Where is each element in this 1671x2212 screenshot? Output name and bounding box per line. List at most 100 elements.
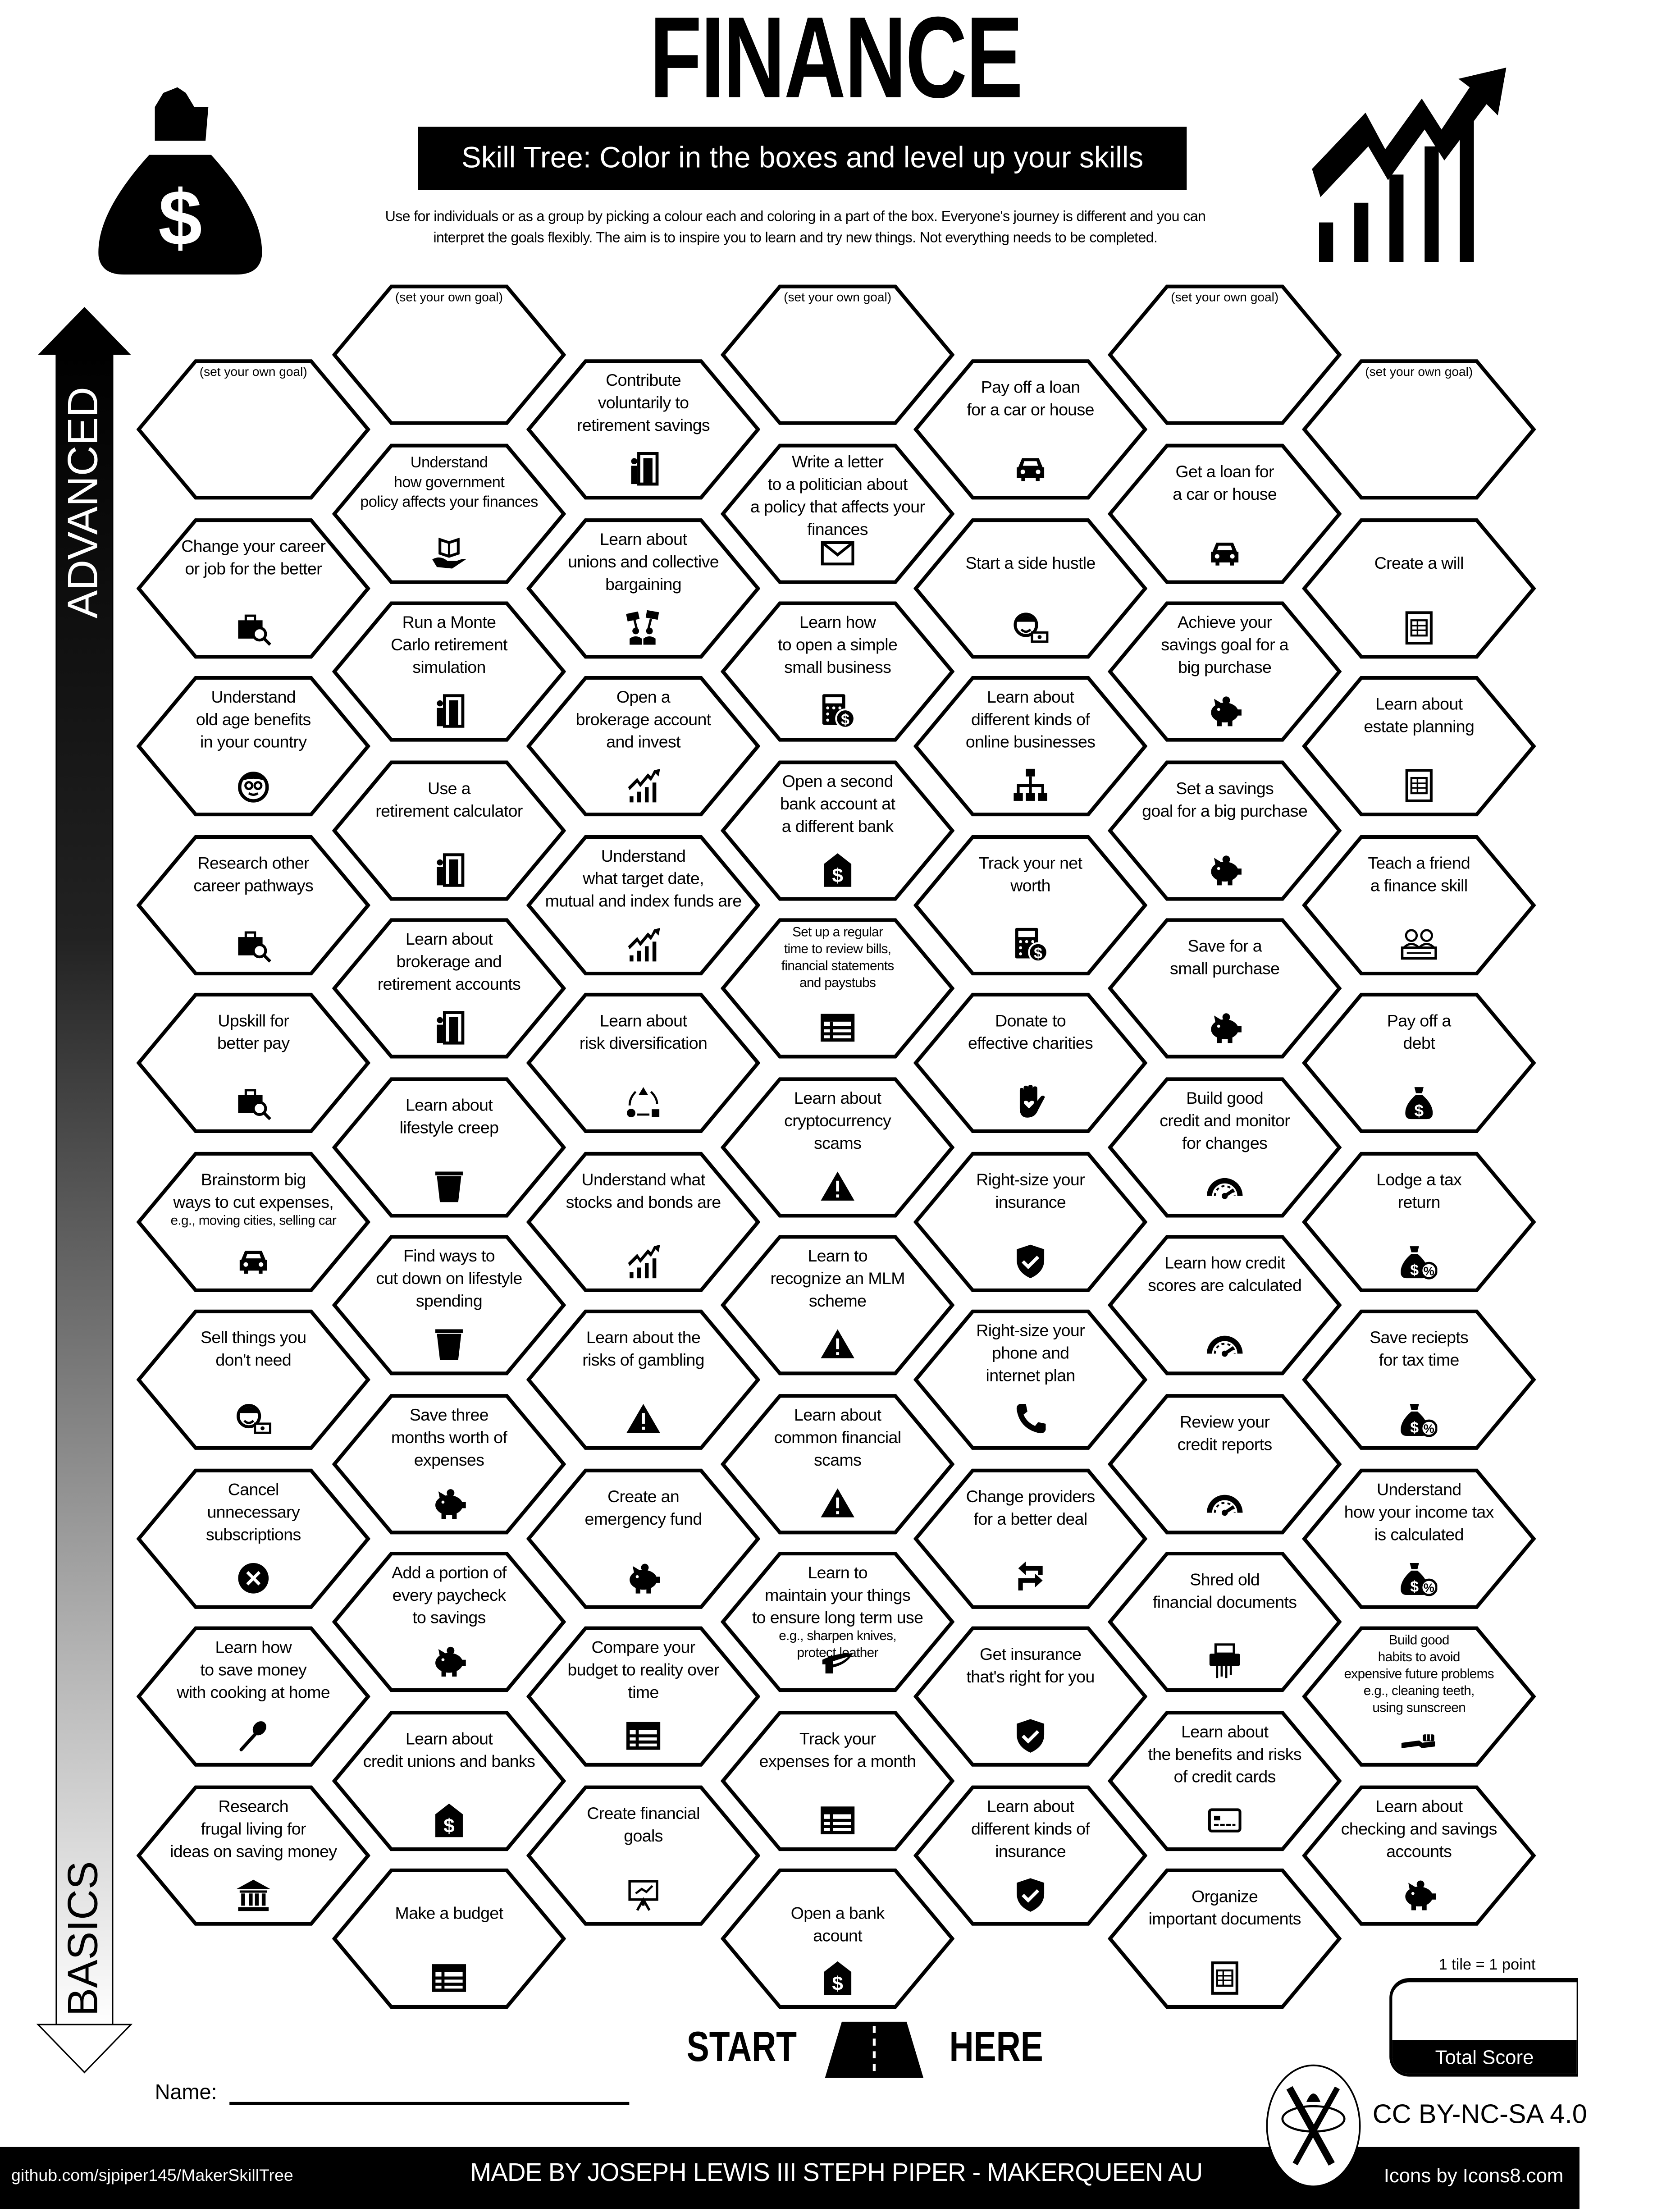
skill-tile[interactable]: Learn about different kinds of insurance: [913, 1784, 1147, 1925]
skill-text-line: Open a: [616, 687, 671, 707]
skill-tile[interactable]: Build good credit and monitor for changes: [1108, 1076, 1342, 1217]
skill-text-line: Shred old: [1190, 1570, 1260, 1590]
github-link[interactable]: github.com/sjpiper145/MakerSkillTree: [11, 2165, 293, 2185]
skill-tile[interactable]: Shred old financial documents: [1108, 1551, 1342, 1692]
skill-tile[interactable]: Learn about the risks of gambling: [526, 1309, 760, 1450]
skill-tile[interactable]: Start a side hustle: [913, 517, 1147, 658]
skill-tile[interactable]: Learn about different kinds of online busi…: [913, 676, 1147, 817]
skill-tile[interactable]: Contribute voluntarily to retirement savin…: [526, 359, 760, 500]
skill-tile[interactable]: Learn about unions and collective bargaini…: [526, 517, 760, 658]
skill-tile[interactable]: Create financial goals: [526, 1784, 760, 1925]
skill-tile[interactable]: Create a will: [1302, 517, 1536, 658]
skill-text-line: Write a letter: [792, 451, 884, 471]
skill-tile[interactable]: Pay off a debt $: [1302, 992, 1536, 1133]
skill-tile[interactable]: Learn about credit unions and banks $: [332, 1710, 566, 1851]
skill-text-line: insurance: [995, 1841, 1066, 1861]
skill-tile[interactable]: Learn about checking and savings accounts: [1302, 1784, 1536, 1925]
skill-tile[interactable]: Right-size your insurance: [913, 1151, 1147, 1292]
skill-tile[interactable]: Brainstorm big ways to cut expenses, e.g.,…: [137, 1151, 370, 1292]
skill-text-line: Set a savings: [1176, 777, 1274, 798]
skill-text: Upskill for better pay: [142, 1010, 365, 1055]
skill-tile[interactable]: Understand old age benefits in your countr…: [137, 676, 370, 817]
skill-text-line: credit unions and banks: [363, 1750, 535, 1771]
skill-tile[interactable]: Get a loan for a car or house: [1108, 443, 1342, 584]
skill-text-line: goal for a big purchase: [1142, 800, 1308, 820]
skill-tile[interactable]: Track your net worth $: [913, 834, 1147, 975]
skill-tile[interactable]: Learn about common financial scams: [721, 1393, 954, 1534]
skill-tile[interactable]: Learn how to save money with cooking at ho…: [137, 1626, 370, 1767]
skill-tile[interactable]: Run a Monte Carlo retirement simulation: [332, 601, 566, 742]
skill-tile[interactable]: Track your expenses for a month: [721, 1710, 954, 1851]
skill-tile[interactable]: Sell things you don't need: [137, 1309, 370, 1450]
skill-tile[interactable]: Learn how credit scores are calculated: [1108, 1235, 1342, 1376]
piggy-bank-icon: [435, 1646, 466, 1677]
skill-tile[interactable]: Open a second bank account at a different …: [721, 759, 954, 900]
skill-tile[interactable]: Learn about the benefits and risks of cred…: [1108, 1710, 1342, 1851]
instructions-line-2: interpret the goals flexibly. The aim is…: [433, 231, 1158, 247]
custom-goal-tile[interactable]: (set your own goal): [1108, 284, 1342, 425]
skill-tile[interactable]: Create an emergency fund: [526, 1468, 760, 1609]
custom-goal-tile[interactable]: (set your own goal): [332, 284, 566, 425]
skill-tile[interactable]: Learn to maintain your things to ensure lo…: [721, 1551, 954, 1692]
skill-tile[interactable]: Teach a friend a finance skill: [1302, 834, 1536, 975]
skill-text-line: Organize: [1192, 1886, 1258, 1906]
skill-tile[interactable]: Add a portion of every paycheck to savings: [332, 1551, 566, 1692]
skill-tile[interactable]: Change providers for a better deal: [913, 1468, 1147, 1609]
teacher-icon: [1401, 928, 1437, 959]
name-label: Name:: [155, 2080, 217, 2105]
total-score-box[interactable]: Total Score: [1389, 1978, 1578, 2077]
skill-text: Review your credit reports: [1114, 1410, 1336, 1455]
skill-tile[interactable]: Learn to recognize an MLM scheme: [721, 1235, 954, 1376]
skill-tile[interactable]: Save reciepts for tax time $%: [1302, 1309, 1536, 1450]
skill-tile[interactable]: Find ways to cut down on lifestyle spendin…: [332, 1235, 566, 1376]
skill-tile[interactable]: Understand what stocks and bonds are: [526, 1151, 760, 1292]
skill-tile[interactable]: Compare your budget to reality over time: [526, 1626, 760, 1767]
name-field[interactable]: [229, 2102, 630, 2105]
skill-tile[interactable]: Learn about brokerage and retirement accou…: [332, 918, 566, 1059]
skill-tile[interactable]: Achieve your savings goal for a big purcha…: [1108, 601, 1342, 742]
skill-tile[interactable]: Open a brokerage account and invest: [526, 676, 760, 817]
skill-text-line: bargaining: [605, 573, 681, 594]
skill-tile[interactable]: Set a savings goal for a big purchase: [1108, 759, 1342, 900]
skill-tile[interactable]: Research other career pathways: [137, 834, 370, 975]
skill-note-line: using sunscreen: [1372, 1700, 1466, 1716]
briefcase-search-icon: [238, 930, 271, 962]
protest-icon: [626, 609, 659, 644]
skill-tile[interactable]: Research frugal living for ideas on saving…: [137, 1784, 370, 1925]
skill-tile[interactable]: Learn about cryptocurrency scams: [721, 1076, 954, 1217]
skill-tile[interactable]: Get insurance that's right for you: [913, 1626, 1147, 1767]
skill-tile[interactable]: Set up a regular time to review bills, fin…: [721, 918, 954, 1059]
skill-tile[interactable]: Understand what target date, mutual and in…: [526, 834, 760, 975]
skill-tile[interactable]: Make a budget: [332, 1868, 566, 2009]
skill-tile[interactable]: Open a bank acount $: [721, 1868, 954, 2009]
skill-tile[interactable]: Write a letter to a politician about a pol…: [721, 443, 954, 584]
skill-tile[interactable]: Review your credit reports: [1108, 1393, 1342, 1534]
skill-tile[interactable]: Learn about estate planning: [1302, 676, 1536, 817]
skill-tile[interactable]: Learn about risk diversification: [526, 992, 760, 1133]
skill-tile[interactable]: Build good habits to avoid expensive futur…: [1302, 1626, 1536, 1767]
skill-tile[interactable]: Use a retirement calculator: [332, 759, 566, 900]
skill-tile[interactable]: Learn how to open a simple small business $: [721, 601, 954, 742]
skill-tile[interactable]: Organize important documents: [1108, 1868, 1342, 2009]
skill-tile[interactable]: Change your career or job for the better: [137, 517, 370, 658]
skill-text: Learn about checking and savings accounts: [1308, 1794, 1530, 1862]
svg-text:%: %: [1424, 1421, 1434, 1435]
custom-goal-tile[interactable]: (set your own goal): [137, 359, 370, 500]
skill-text: Brainstorm big ways to cut expenses, e.g.,…: [142, 1168, 365, 1229]
custom-goal-tile[interactable]: (set your own goal): [1302, 359, 1536, 500]
skill-tile[interactable]: Understand how government policy affects y…: [332, 443, 566, 584]
skill-tile[interactable]: Learn about lifestyle creep: [332, 1076, 566, 1217]
skill-text-line: Change providers: [966, 1486, 1096, 1506]
credit-card-icon: [1208, 1807, 1242, 1832]
skill-tile[interactable]: Pay off a loan for a car or house: [913, 359, 1147, 500]
skill-tile[interactable]: Save for a small purchase: [1108, 918, 1342, 1059]
skill-tile[interactable]: Right-size your phone and internet plan: [913, 1309, 1147, 1450]
skill-tile[interactable]: Donate to effective charities: [913, 992, 1147, 1133]
skill-tile[interactable]: Lodge a tax return $%: [1302, 1151, 1536, 1292]
skill-tile[interactable]: Upskill for better pay: [137, 992, 370, 1133]
skill-tile[interactable]: Cancel unnecessary subscriptions: [137, 1468, 370, 1609]
custom-goal-tile[interactable]: (set your own goal): [721, 284, 954, 425]
svg-text:$: $: [443, 1814, 454, 1837]
skill-tile[interactable]: Understand how your income tax is calculat…: [1302, 1468, 1536, 1609]
skill-tile[interactable]: Save three months worth of expenses: [332, 1393, 566, 1534]
